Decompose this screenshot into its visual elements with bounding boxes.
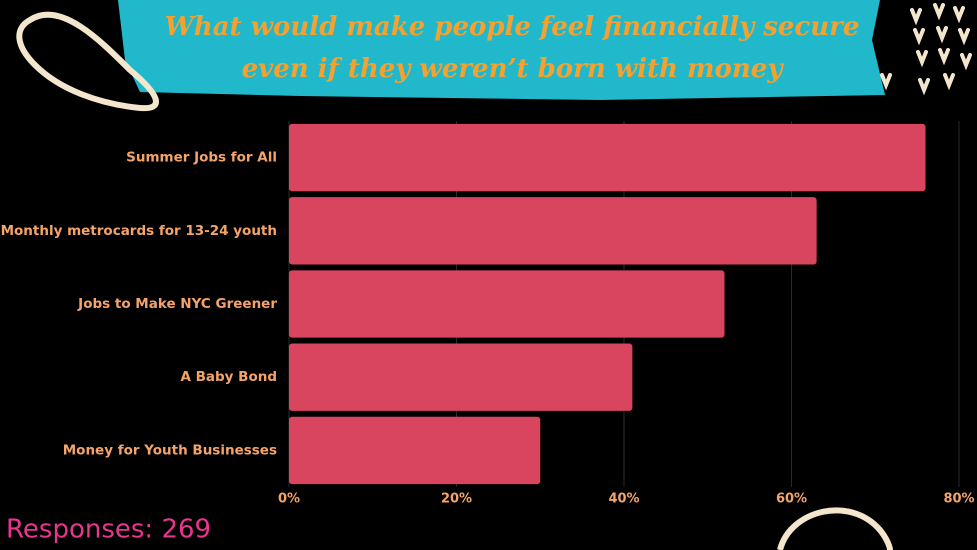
bar [289, 197, 817, 265]
y-tick-label: Money for Youth Businesses [63, 442, 277, 458]
y-tick-label: Monthly metrocards for 13-24 youth [1, 223, 277, 239]
y-tick-label: Jobs to Make NYC Greener [77, 296, 277, 312]
footnote: Responses: 269 [6, 515, 211, 545]
y-tick-label: Summer Jobs for All [126, 150, 277, 166]
decoration [16, 11, 159, 112]
chart-title: even if they weren’t born with money [242, 54, 785, 84]
decoration [880, 3, 972, 96]
x-tick-label: 60% [776, 492, 807, 507]
bar [289, 343, 633, 411]
x-tick-label: 80% [943, 492, 974, 507]
decoration [777, 507, 893, 550]
bar [289, 123, 926, 192]
x-tick-label: 40% [608, 492, 639, 507]
y-tick-label: A Baby Bond [180, 369, 277, 385]
bar [289, 270, 725, 338]
title-banner [118, 0, 885, 100]
x-tick-label: 0% [278, 492, 300, 507]
x-tick-label: 20% [441, 492, 472, 507]
bar [289, 416, 541, 485]
chart-title: What would make people feel financially … [165, 12, 860, 42]
